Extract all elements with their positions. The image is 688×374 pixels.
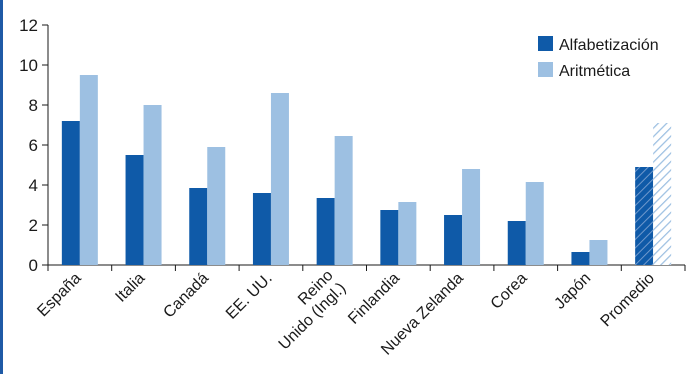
- bar-alfabetizacion: [316, 198, 335, 265]
- bar-alfabetizacion: [61, 121, 80, 265]
- bar-alfabetizacion: [189, 188, 208, 265]
- y-tick-label: 8: [29, 96, 38, 115]
- bar-aritmetica: [79, 75, 98, 265]
- legend-swatch-aritmetica: [538, 62, 553, 77]
- x-tick-label: Canadá: [160, 270, 212, 322]
- y-tick-label: 2: [29, 216, 38, 235]
- y-tick-label: 6: [29, 136, 38, 155]
- legend-label-alfabetizacion: Alfabetización: [559, 37, 659, 54]
- y-tick-label: 10: [19, 56, 38, 75]
- bar-aritmetica: [270, 93, 289, 265]
- bars-group: [61, 75, 672, 265]
- x-tick-label: ReinoUnido (Ingl.): [263, 267, 349, 353]
- bar-aritmetica: [334, 136, 353, 265]
- bar-aritmetica: [653, 123, 672, 265]
- bar-alfabetizacion: [571, 252, 590, 265]
- legend-swatch-alfabetizacion: [538, 36, 553, 51]
- bar-aritmetica: [525, 182, 544, 265]
- bar-aritmetica: [398, 202, 417, 265]
- x-tick-label: España: [34, 270, 84, 320]
- bar-aritmetica: [143, 105, 162, 265]
- bar-aritmetica: [462, 169, 481, 265]
- bar-alfabetizacion: [252, 193, 271, 265]
- legend: Alfabetización Aritmética: [538, 36, 659, 80]
- x-tick-label: Corea: [488, 270, 531, 313]
- x-tick-label: Finlandia: [345, 270, 403, 328]
- y-tick-label: 4: [29, 176, 38, 195]
- bar-alfabetizacion: [507, 221, 526, 265]
- bar-alfabetizacion: [444, 215, 463, 265]
- x-tick-label: EE. UU.: [223, 270, 276, 323]
- y-axis: 0 2 4 6 8 10 12: [19, 16, 49, 275]
- bar-aritmetica: [589, 240, 608, 265]
- x-tick-label: Italia: [112, 270, 148, 306]
- x-tick-label: Promedio: [598, 270, 659, 331]
- legend-label-aritmetica: Aritmética: [559, 63, 630, 80]
- bar-alfabetizacion: [380, 210, 399, 265]
- x-axis: España Italia Canadá EE. UU. ReinoUnido (Ing…: [34, 264, 686, 359]
- bar-aritmetica: [207, 147, 226, 265]
- bar-alfabetizacion: [125, 155, 144, 265]
- left-accent-bar: [0, 0, 3, 374]
- x-tick-label: Japón: [551, 270, 594, 313]
- bar-alfabetizacion: [635, 167, 654, 265]
- y-tick-label: 0: [29, 256, 38, 275]
- y-tick-label: 12: [19, 16, 38, 35]
